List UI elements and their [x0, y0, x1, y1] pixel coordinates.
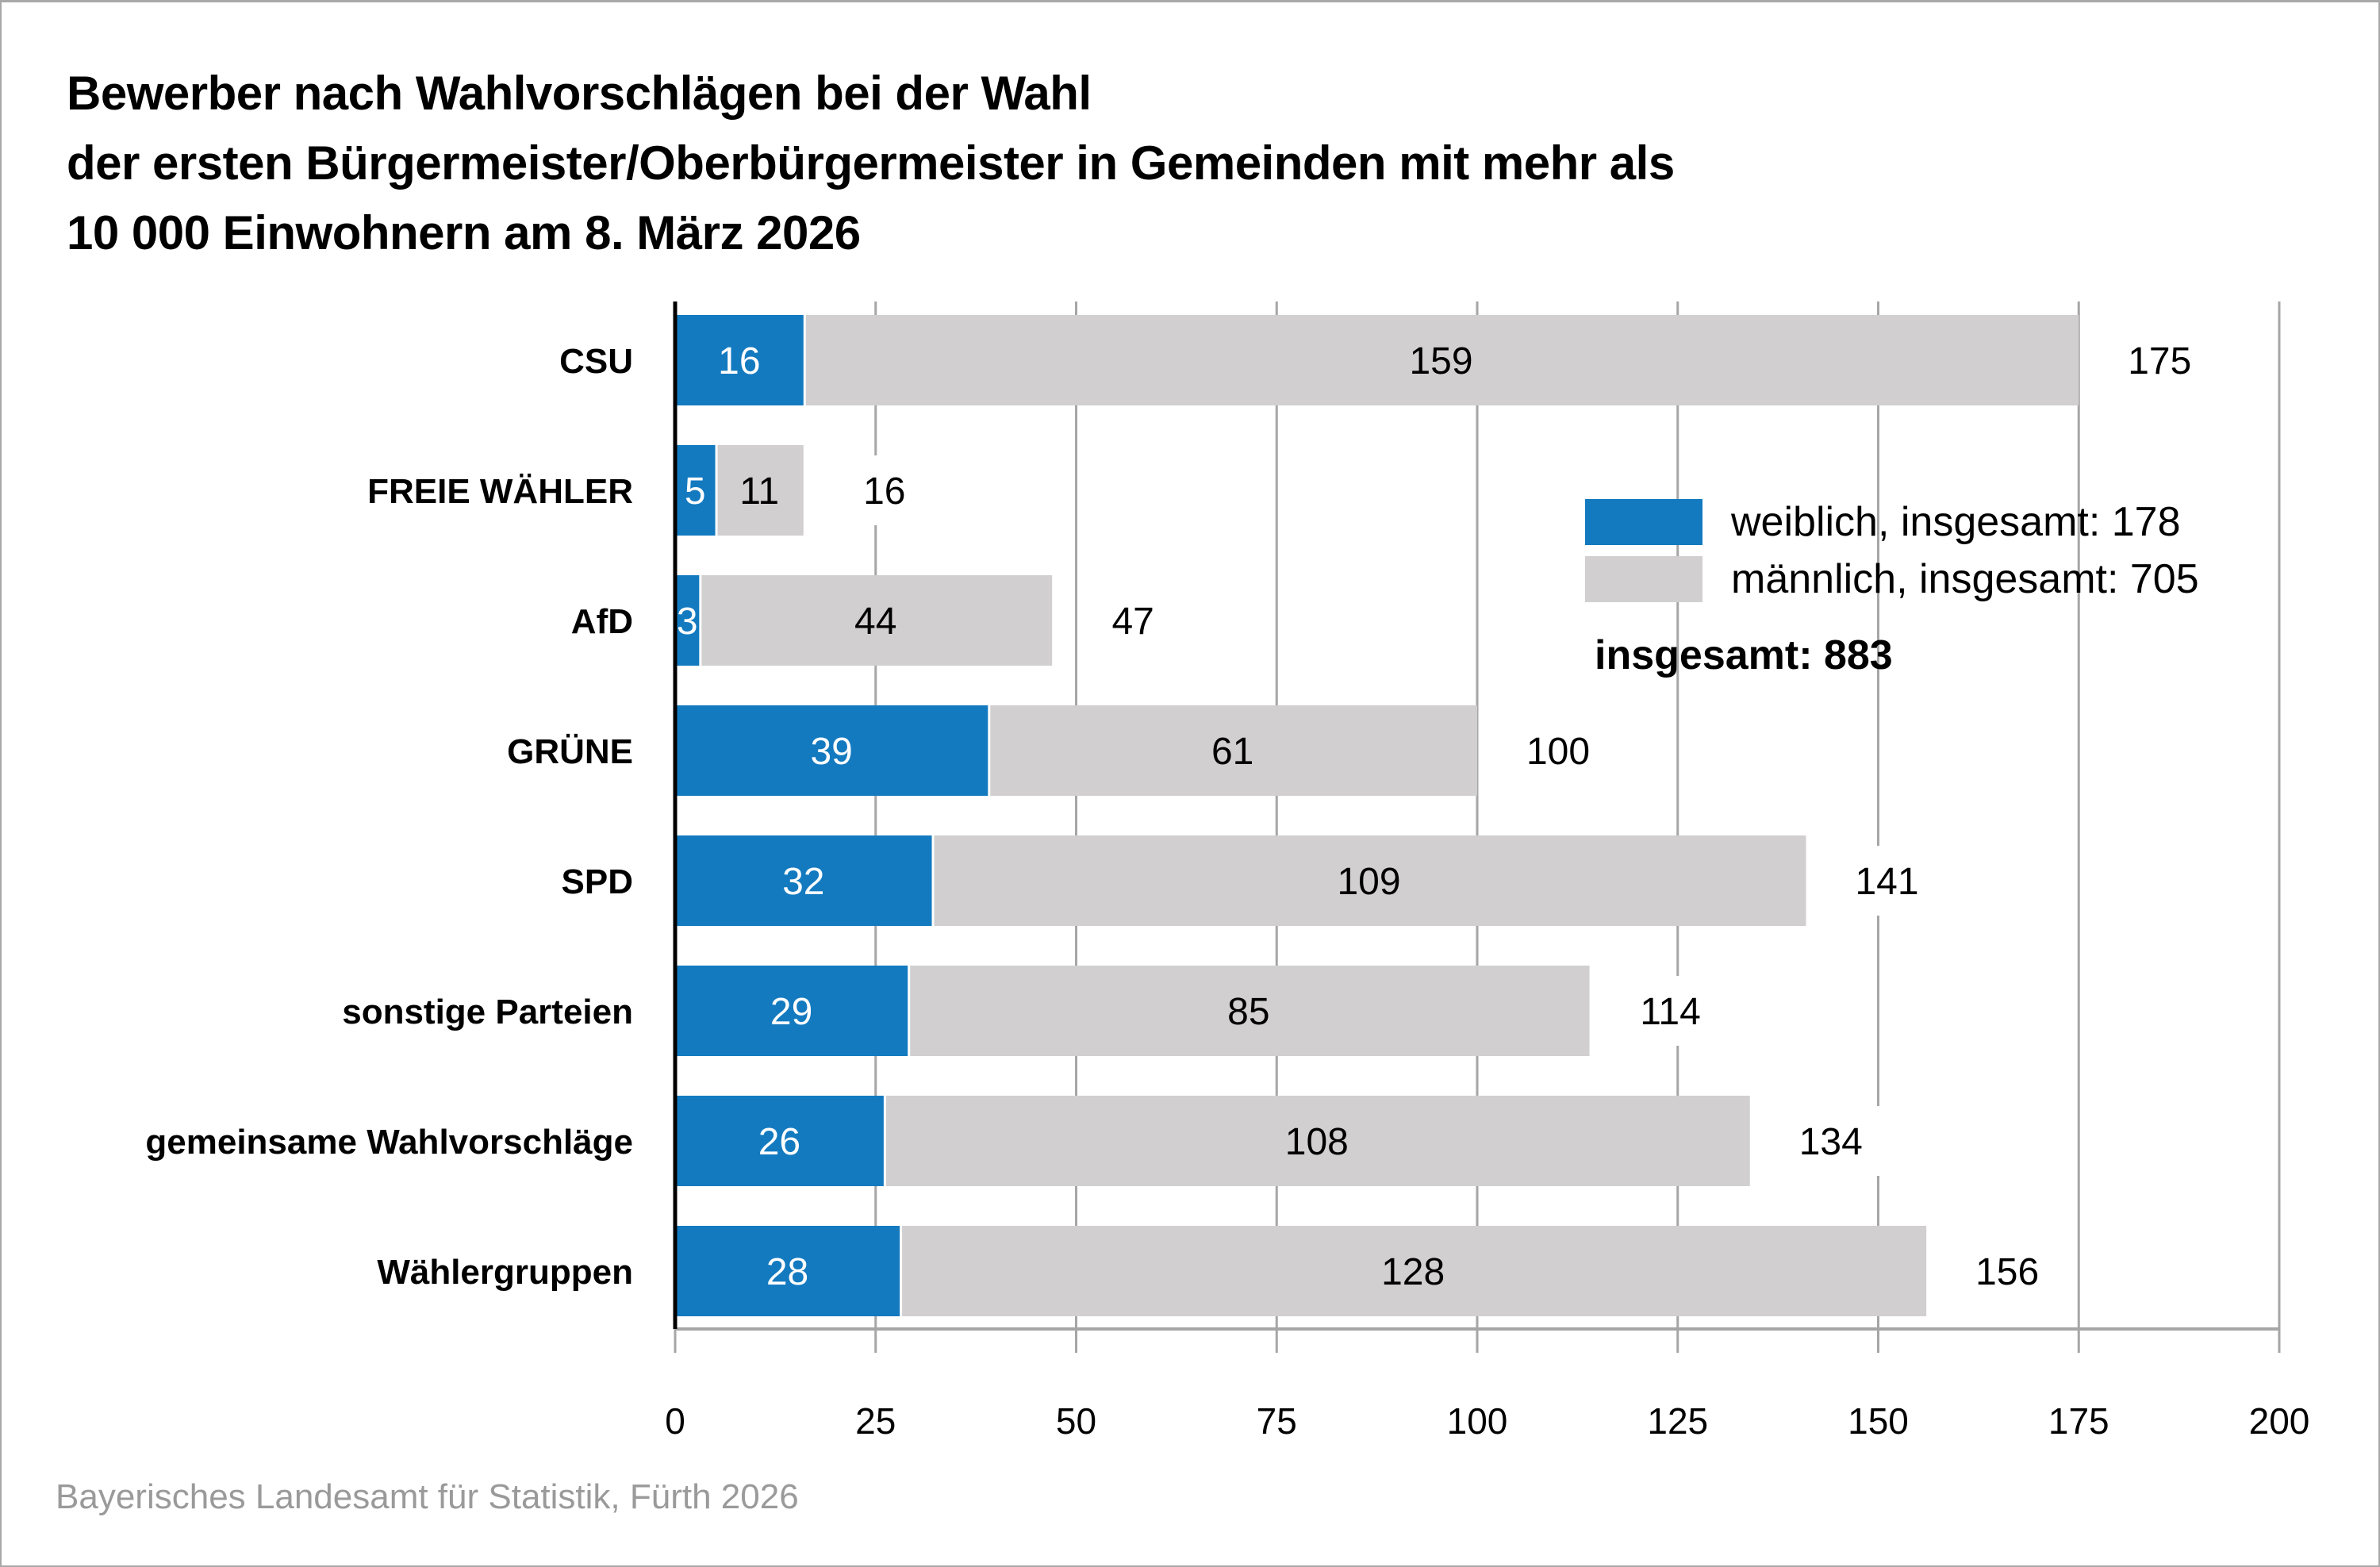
source-footer: Bayerisches Landesamt für Statistik, Für…	[56, 1477, 799, 1516]
data-label-female: 5	[685, 470, 706, 513]
category-label: FREIE WÄHLER	[367, 472, 633, 511]
bar-female	[675, 575, 700, 666]
x-tick-label: 175	[2048, 1400, 2109, 1442]
data-label-total: 134	[1799, 1121, 1863, 1163]
title-line: 10 000 Einwohnern am 8. März 2026	[67, 206, 861, 259]
data-label-male: 61	[1211, 731, 1253, 773]
bar-male	[910, 966, 1590, 1056]
x-tick-label: 50	[1056, 1400, 1096, 1442]
data-label-total: 156	[1975, 1251, 2039, 1293]
total-label-bg	[1833, 846, 1941, 916]
bar-male	[701, 575, 1053, 666]
x-tick-label: 200	[2249, 1400, 2310, 1442]
bar-female	[675, 315, 804, 405]
data-label-male: 109	[1337, 861, 1400, 903]
bar-male	[717, 445, 804, 536]
category-label: gemeinsame Wahlvorschläge	[145, 1123, 633, 1162]
legend-grand-total: insgesamt: 883	[1595, 632, 1893, 678]
data-label-male: 108	[1285, 1121, 1349, 1163]
total-label-bg	[1079, 586, 1188, 655]
x-tick-label: 150	[1848, 1400, 1909, 1442]
x-tick-label: 25	[855, 1400, 896, 1442]
title-line: der ersten Bürgermeister/Oberbürgermeist…	[67, 136, 1675, 190]
bar-male	[990, 705, 1477, 796]
data-label-female: 28	[766, 1251, 808, 1293]
title-line: Bewerber nach Wahlvorschlägen bei der Wa…	[67, 67, 1092, 120]
bar-male	[885, 1096, 1750, 1186]
total-label-bg	[1504, 716, 1612, 785]
category-label: CSU	[559, 342, 633, 381]
data-label-total: 47	[1111, 601, 1154, 643]
legend: weiblich, insgesamt: 178 männlich, insge…	[1585, 494, 2199, 679]
bar-female	[675, 705, 988, 796]
legend-label-male: männlich, insgesamt: 705	[1731, 556, 2199, 602]
chart-title: Bewerber nach Wahlvorschlägen bei der Wa…	[67, 59, 1675, 268]
x-tick-label: 125	[1647, 1400, 1708, 1442]
data-label-total: 114	[1640, 991, 1701, 1033]
data-label-male: 85	[1227, 991, 1269, 1033]
x-tick-label: 75	[1257, 1400, 1297, 1442]
data-label-total: 141	[1855, 861, 1918, 903]
data-label-female: 26	[758, 1121, 800, 1163]
x-tick-label: 0	[665, 1400, 685, 1442]
total-label-bg	[1616, 976, 1725, 1046]
category-label: AfD	[571, 602, 633, 641]
data-label-total: 175	[2128, 340, 2191, 382]
legend-item-male: männlich, insgesamt: 705	[1585, 551, 2199, 608]
data-label-total: 100	[1526, 731, 1590, 773]
legend-item-female: weiblich, insgesamt: 178	[1585, 494, 2199, 551]
bar-male	[902, 1226, 1927, 1316]
data-label-female: 29	[770, 991, 812, 1033]
total-label-bg	[830, 455, 939, 525]
legend-swatch-male	[1585, 556, 1702, 602]
total-label-bg	[1953, 1236, 2062, 1306]
data-label-male: 11	[739, 470, 779, 513]
bar-female	[675, 1096, 884, 1186]
data-label-male: 128	[1381, 1251, 1445, 1293]
bar-male	[805, 315, 2079, 405]
data-label-female: 32	[782, 861, 824, 903]
data-label-male: 159	[1409, 340, 1472, 382]
data-label-female: 3	[677, 601, 698, 643]
data-label-male: 44	[854, 601, 896, 643]
bar-female	[675, 1226, 900, 1316]
bar-male	[934, 835, 1806, 926]
legend-swatch-female	[1585, 499, 1702, 545]
total-label-bg	[2106, 325, 2214, 395]
category-label: Wählergruppen	[377, 1253, 633, 1292]
bar-female	[675, 445, 716, 536]
data-label-total: 16	[863, 470, 905, 513]
total-label-bg	[1776, 1106, 1885, 1176]
bar-female	[675, 966, 908, 1056]
data-label-female: 39	[810, 731, 852, 773]
data-label-female: 16	[718, 340, 760, 382]
bar-female	[675, 835, 932, 926]
x-tick-label: 100	[1447, 1400, 1508, 1442]
category-label: SPD	[562, 862, 633, 901]
category-label: sonstige Parteien	[342, 993, 633, 1031]
legend-label-female: weiblich, insgesamt: 178	[1731, 499, 2181, 545]
category-label: GRÜNE	[507, 732, 633, 771]
